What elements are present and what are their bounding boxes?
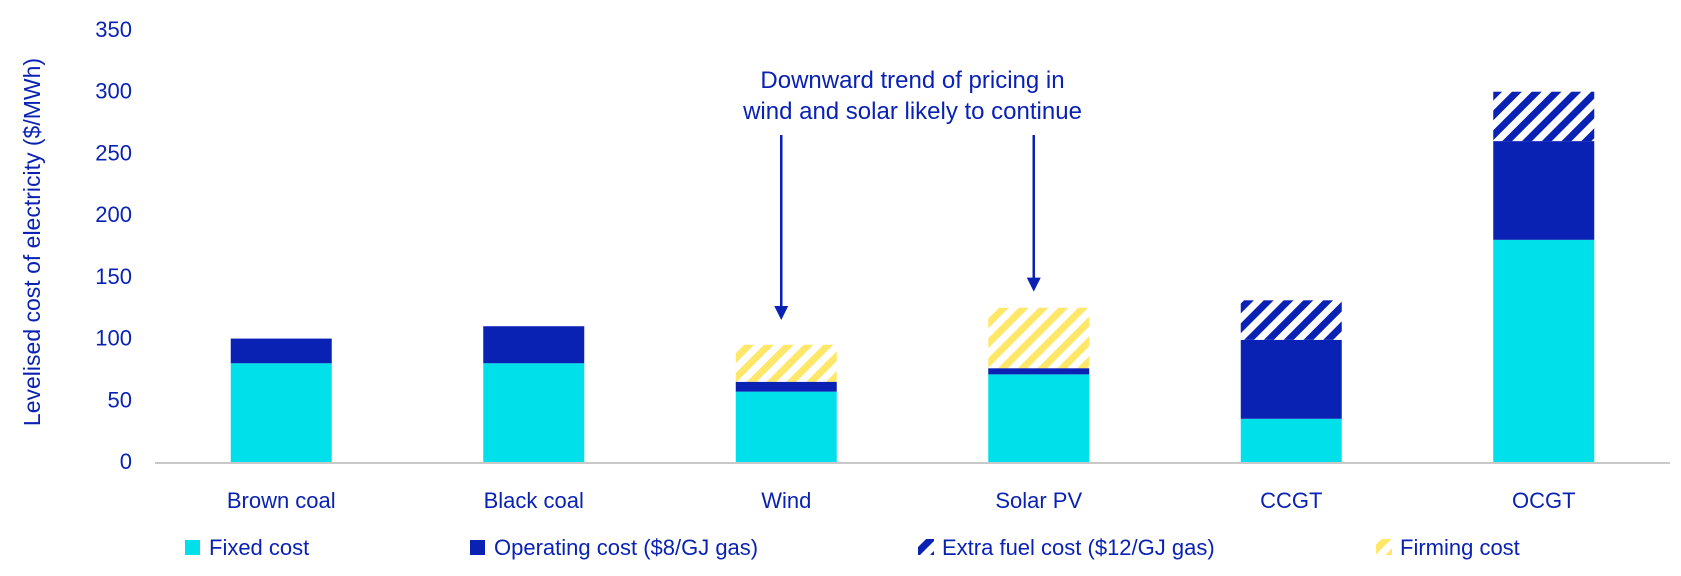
legend-item-firming-cost: Firming cost xyxy=(1376,535,1520,560)
bar-ocgt-extra-fuel-cost-12-gj-gas xyxy=(1493,91,1595,142)
bar-stack-brown-coal xyxy=(230,338,332,462)
y-tick-label: 300 xyxy=(95,79,132,104)
y-axis-label-group: Levelised cost of electricity ($/MWh) xyxy=(19,58,45,426)
bars xyxy=(230,91,1595,462)
bar-ocgt-fixed-cost xyxy=(1493,239,1595,462)
bar-solar-pv-firming-cost xyxy=(988,307,1090,369)
legend: Fixed cost Operating cost ($8/GJ gas) Extr… xyxy=(185,535,1520,560)
y-tick-label: 0 xyxy=(120,449,132,474)
y-tick-label: 200 xyxy=(95,202,132,227)
legend-item-fixed-cost: Fixed cost xyxy=(185,535,309,560)
x-tick-label-ccgt: CCGT xyxy=(1260,488,1322,513)
legend-label: Operating cost ($8/GJ gas) xyxy=(494,535,758,560)
annotation-arrow-head xyxy=(1026,277,1041,292)
bar-stack-wind xyxy=(735,344,837,462)
bar-wind-firming-cost xyxy=(735,344,837,382)
bar-brown-coal-fixed-cost xyxy=(230,363,332,462)
legend-label: Firming cost xyxy=(1400,535,1520,560)
bar-stack-black-coal xyxy=(483,326,585,462)
y-tick-label: 250 xyxy=(95,140,132,165)
x-tick-label-ocgt: OCGT xyxy=(1512,488,1576,513)
bar-wind-operating-cost-8-gj-gas xyxy=(735,381,837,392)
annotation-text-line: Downward trend of pricing in xyxy=(760,67,1064,94)
annotation: Downward trend of pricing in wind and sol… xyxy=(742,67,1082,321)
x-tick-label-solar-pv: Solar PV xyxy=(995,488,1082,513)
y-axis-title: Levelised cost of electricity ($/MWh) xyxy=(19,58,45,426)
bar-black-coal-operating-cost-8-gj-gas xyxy=(483,326,585,364)
bar-brown-coal-operating-cost-8-gj-gas xyxy=(230,338,332,364)
y-tick-label: 50 xyxy=(108,387,132,412)
y-tick-label: 100 xyxy=(95,326,132,351)
bar-wind-fixed-cost xyxy=(735,391,837,462)
bar-ccgt-fixed-cost xyxy=(1240,418,1342,462)
y-tick-label: 350 xyxy=(95,17,132,42)
x-tick-label-black-coal: Black coal xyxy=(484,488,584,513)
annotation-arrow-head xyxy=(774,306,789,321)
legend-swatch xyxy=(470,540,485,555)
bar-black-coal-fixed-cost xyxy=(483,363,585,462)
legend-label: Fixed cost xyxy=(209,535,309,560)
x-tick-label-brown-coal: Brown coal xyxy=(227,488,336,513)
bar-solar-pv-fixed-cost xyxy=(988,374,1090,462)
annotation-text-line: wind and solar likely to continue xyxy=(742,98,1082,125)
legend-label: Extra fuel cost ($12/GJ gas) xyxy=(942,535,1215,560)
bar-ccgt-extra-fuel-cost-12-gj-gas xyxy=(1240,300,1342,340)
bar-ocgt-operating-cost-8-gj-gas xyxy=(1493,141,1595,240)
legend-item-extra-fuel-cost-12-gj-gas: Extra fuel cost ($12/GJ gas) xyxy=(918,535,1215,560)
x-tick-labels: Brown coal Black coal Wind Solar PV CCGT OCGT xyxy=(227,488,1576,513)
legend-swatch xyxy=(185,540,200,555)
legend-swatch xyxy=(918,539,934,555)
bar-stack-ocgt xyxy=(1493,91,1595,462)
y-tick-label: 150 xyxy=(95,264,132,289)
bar-stack-ccgt xyxy=(1240,300,1342,462)
bar-stack-solar-pv xyxy=(988,307,1090,462)
bar-ccgt-operating-cost-8-gj-gas xyxy=(1240,339,1342,419)
x-tick-label-wind: Wind xyxy=(761,488,811,513)
bar-solar-pv-operating-cost-8-gj-gas xyxy=(988,368,1090,375)
legend-swatch xyxy=(1376,539,1392,555)
legend-item-operating-cost-8-gj-gas: Operating cost ($8/GJ gas) xyxy=(470,535,758,560)
y-tick-labels: 0 50 100 150 200 250 300 350 xyxy=(95,17,132,474)
